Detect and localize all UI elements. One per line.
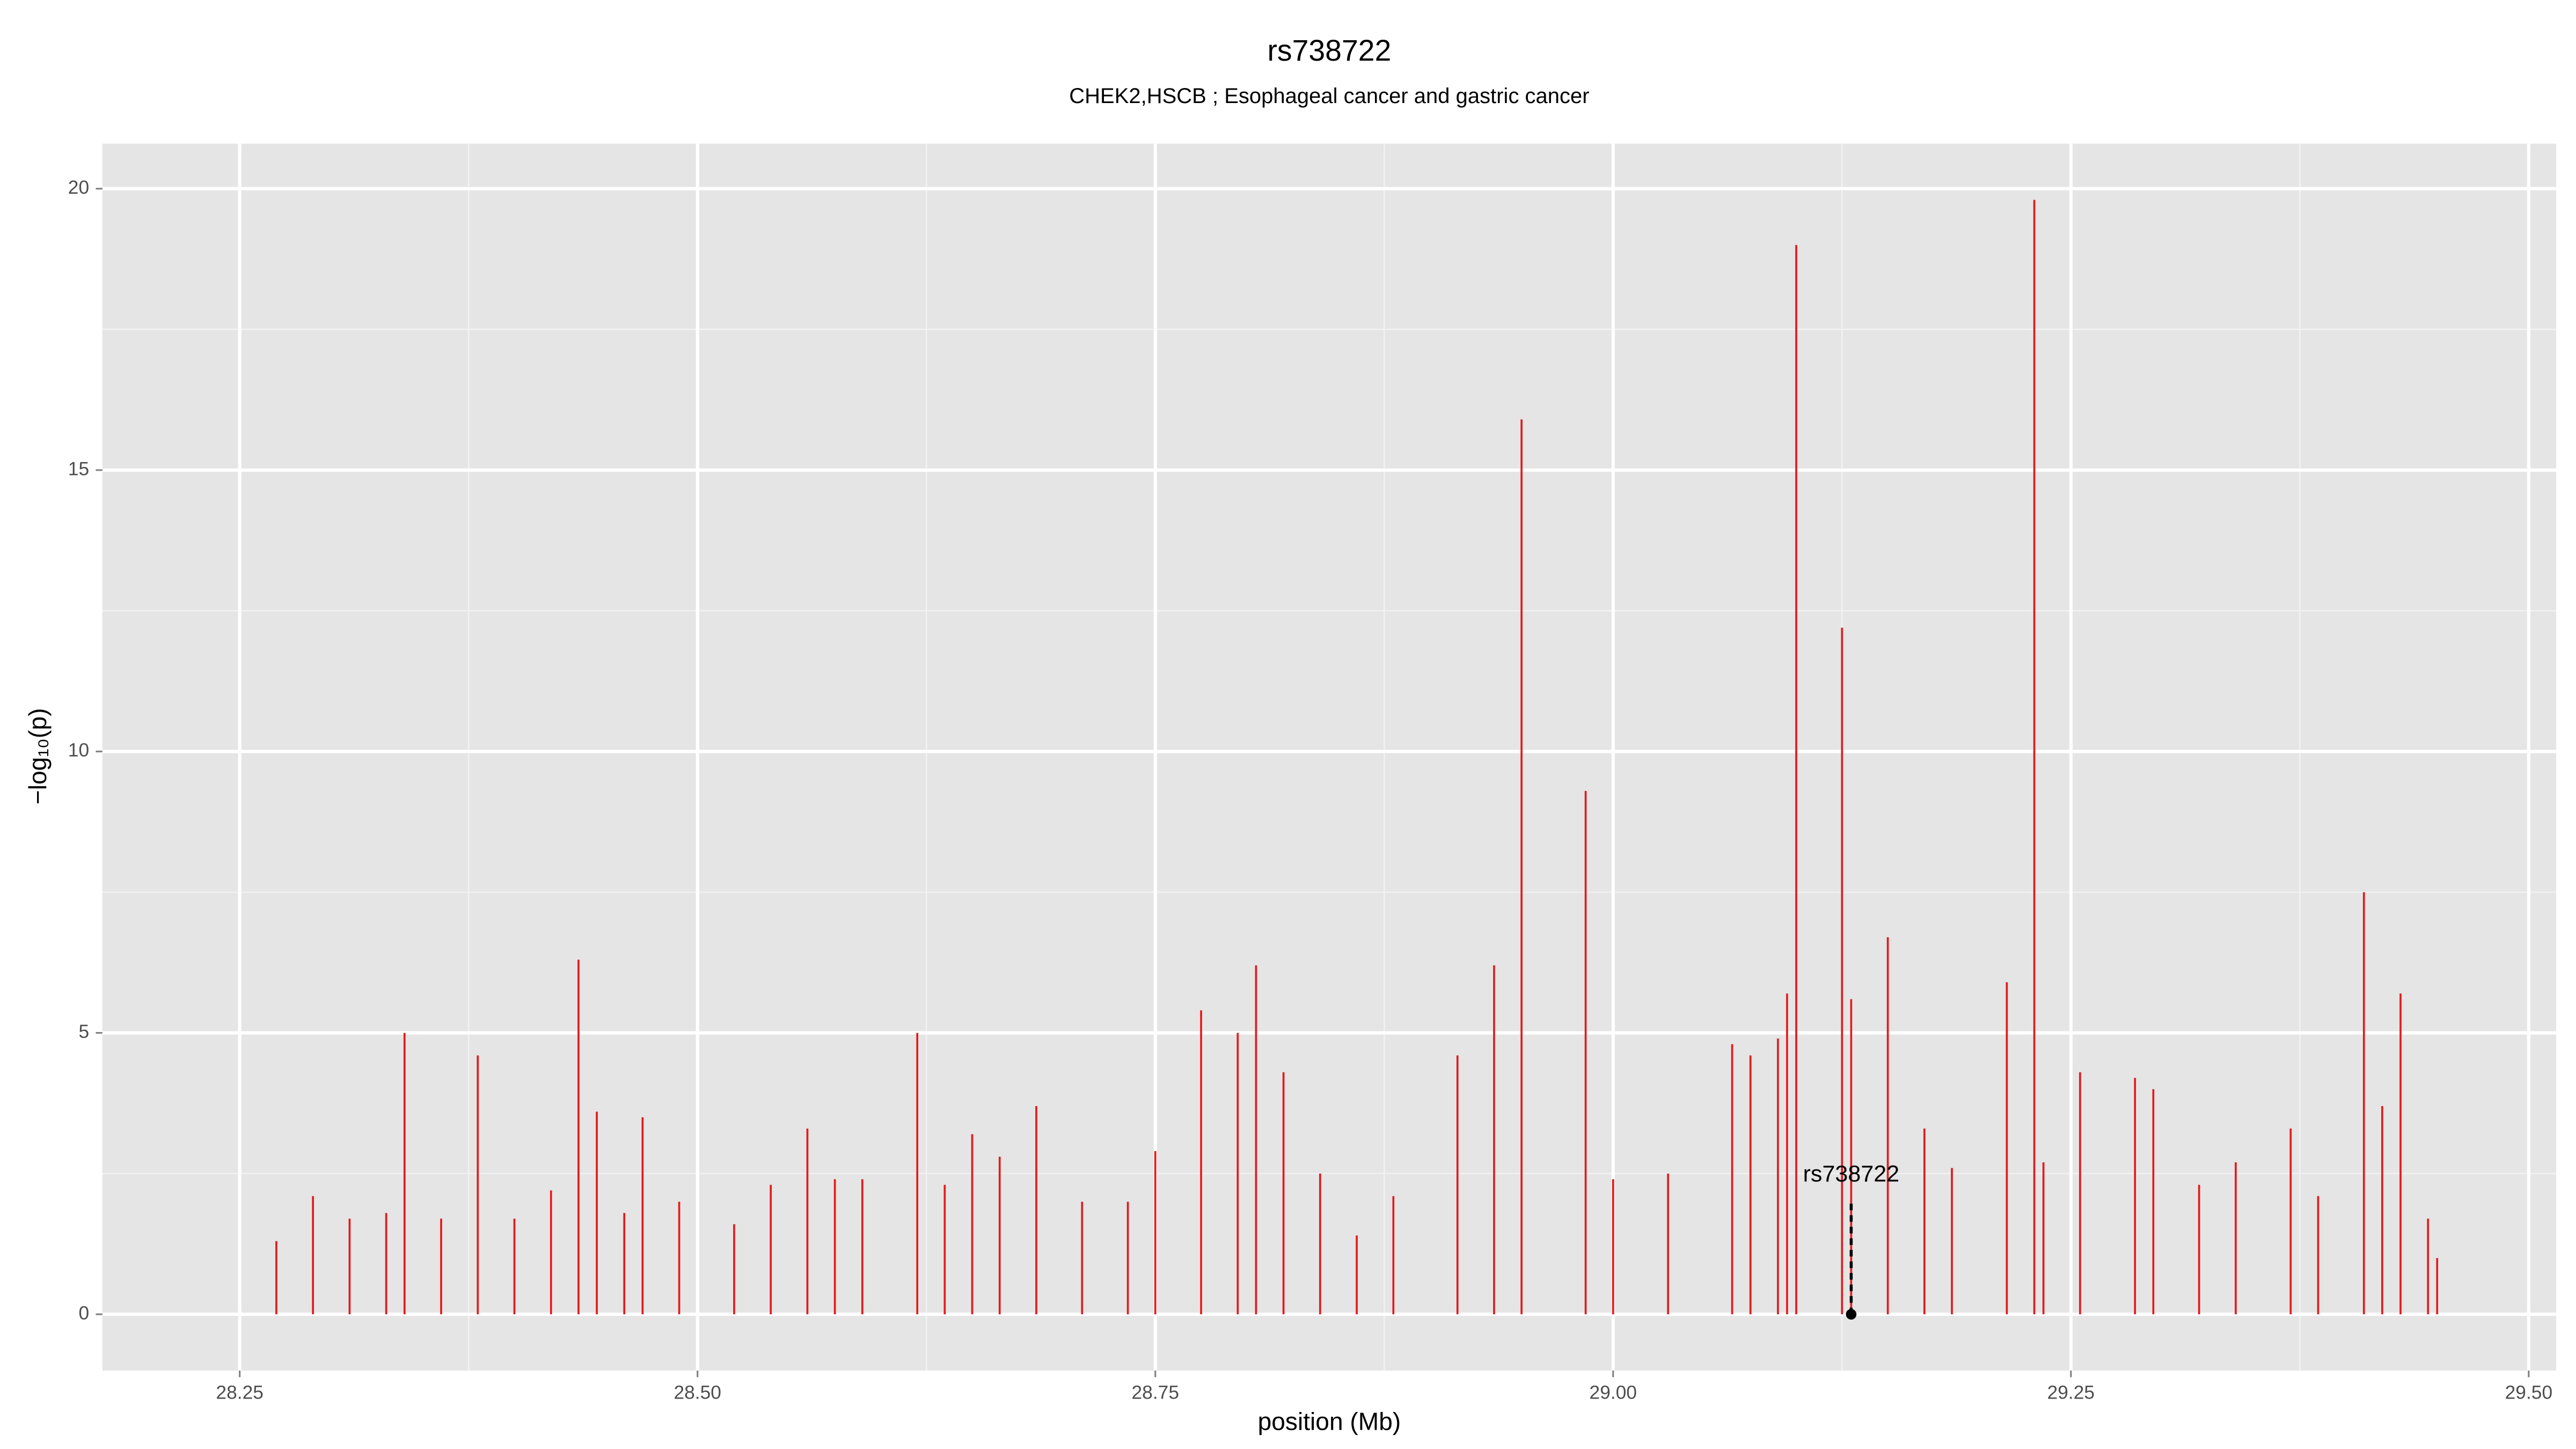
x-tick-label: 29.00	[1590, 1382, 1637, 1403]
y-tick-label: 20	[68, 177, 89, 198]
annotation-label: rs738722	[1803, 1161, 1900, 1187]
annotation-point	[1846, 1309, 1857, 1320]
x-axis-label: position (Mb)	[1258, 1407, 1401, 1435]
x-tick-label: 28.50	[674, 1382, 721, 1403]
x-tick-label: 29.25	[2047, 1382, 2095, 1403]
marks	[275, 200, 2439, 1320]
y-axis-label: −log₁₀(p)	[24, 708, 52, 804]
y-tick-label: 0	[78, 1302, 89, 1323]
grid	[102, 143, 2557, 1371]
x-tick-label: 28.75	[1132, 1382, 1180, 1403]
x-tick-label: 28.25	[216, 1382, 264, 1403]
plot-panel	[102, 143, 2557, 1371]
chart-title: rs738722	[1267, 34, 1391, 67]
y-tick-label: 5	[78, 1021, 89, 1042]
chart-subtitle: CHEK2,HSCB ; Esophageal cancer and gastr…	[1069, 84, 1589, 108]
y-tick-label: 10	[68, 740, 89, 761]
x-tick-label: 29.50	[2505, 1382, 2553, 1403]
y-tick-label: 15	[68, 458, 89, 479]
